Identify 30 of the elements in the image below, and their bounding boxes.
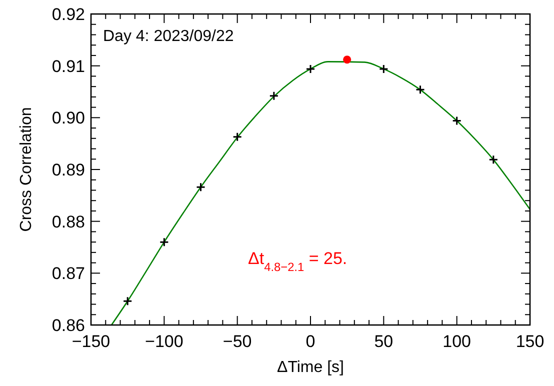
x-tick-label: −100	[145, 332, 184, 351]
point	[159, 237, 169, 247]
x-tick-label: −150	[72, 332, 110, 351]
point	[122, 296, 132, 306]
point	[416, 84, 425, 94]
y-tick-label: 0.86	[52, 316, 85, 335]
y-axis-title: Cross Correlation	[18, 107, 35, 232]
point	[343, 56, 352, 64]
y-tick-label: 0.91	[52, 56, 85, 76]
point	[269, 91, 279, 101]
text: Day 4: 2023/09/22	[103, 28, 234, 45]
y-tick-label: 0.88	[52, 212, 85, 232]
x-tick-label: 100	[442, 332, 472, 351]
x-tick-label: 0	[306, 332, 316, 351]
x-tick-label: 150	[516, 332, 544, 351]
point	[452, 116, 462, 126]
point	[306, 64, 316, 74]
x-axis-title: ΔTime [s]	[277, 359, 344, 376]
point	[232, 132, 242, 142]
y-tick-label: 0.89	[52, 160, 85, 180]
x-tick-label: 50	[374, 332, 394, 351]
point	[488, 154, 498, 164]
point	[378, 64, 388, 74]
point	[196, 182, 206, 192]
line-series	[110, 61, 531, 326]
y-tick-label: 0.92	[52, 5, 85, 24]
y-tick-label: 0.87	[52, 264, 85, 284]
x-tick-label: −50	[222, 332, 252, 351]
y-tick-label: 0.90	[52, 108, 85, 128]
annotation: Δt$_{4.8−2.1}$ = 25.	[248, 249, 348, 274]
